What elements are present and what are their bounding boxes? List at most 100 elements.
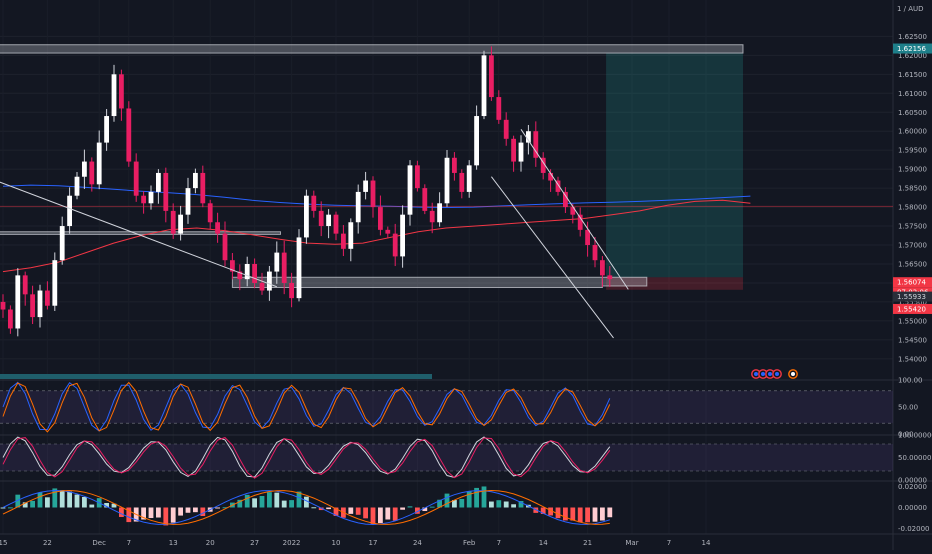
macd-histogram-bar xyxy=(474,487,479,508)
support-resistance-zones[interactable] xyxy=(0,44,744,289)
macd-histogram-bar xyxy=(563,507,568,521)
trendline[interactable] xyxy=(0,181,277,288)
zone-box[interactable] xyxy=(0,231,281,235)
macd-histogram-bar xyxy=(304,496,309,508)
macd-histogram-bar xyxy=(600,507,605,521)
macd-histogram-bar xyxy=(452,500,457,508)
candle-body xyxy=(193,172,198,189)
candle-body xyxy=(52,260,58,306)
position-stop-area[interactable] xyxy=(606,277,743,290)
candle-body xyxy=(555,180,561,192)
candle-body xyxy=(496,97,502,120)
trendline[interactable] xyxy=(520,129,629,290)
moving-average-red xyxy=(2,199,751,273)
time-tick-label: 7 xyxy=(497,539,501,547)
macd-histogram-bar xyxy=(555,507,561,519)
zone-box[interactable] xyxy=(0,44,744,54)
candle-body xyxy=(548,172,553,181)
economic-event-dot xyxy=(754,372,758,376)
indicator-tick-label: 0.00 xyxy=(898,431,914,439)
candle-body xyxy=(30,294,35,318)
candle-body xyxy=(82,161,87,177)
price-tick-label: 1.60000 xyxy=(898,128,927,136)
macd-histogram-bar xyxy=(74,494,80,508)
candle-body xyxy=(22,275,28,295)
trendline[interactable] xyxy=(491,176,614,339)
macd-histogram-bar xyxy=(0,507,6,509)
macd-signal-line xyxy=(2,489,610,525)
position-target-area[interactable] xyxy=(606,53,743,278)
price-tick-label: 1.55000 xyxy=(898,317,927,325)
candle-body xyxy=(459,172,465,192)
long-position-tool[interactable] xyxy=(606,53,743,290)
candles xyxy=(0,46,613,337)
time-tick-label: 22 xyxy=(43,539,52,547)
trendlines[interactable] xyxy=(0,129,629,339)
macd-histogram-bar xyxy=(585,507,590,523)
price-tick-label: 1.54500 xyxy=(898,336,927,344)
macd-histogram-bar xyxy=(244,494,250,508)
macd-histogram-bar xyxy=(400,507,405,510)
candle-body xyxy=(96,142,102,185)
price-axis[interactable]: 1 / AUD 1.62500 1.62000 1.61500 1.61000 1.60… xyxy=(897,5,932,533)
candle-body xyxy=(370,180,376,208)
candle-body xyxy=(244,263,250,280)
oscillator-band xyxy=(0,444,893,471)
economic-event-dot xyxy=(775,372,779,376)
candle-body xyxy=(156,172,161,192)
macd-histogram-bar xyxy=(30,500,35,508)
macd-histogram-bar xyxy=(415,507,420,514)
macd-histogram-bar xyxy=(163,507,169,526)
macd-histogram-bar xyxy=(422,507,428,512)
candle-body xyxy=(133,161,139,196)
macd-histogram-bar xyxy=(326,507,331,510)
time-tick-label: 13 xyxy=(169,539,178,547)
macd-histogram-bar xyxy=(363,507,368,519)
time-tick-label: 21 xyxy=(583,539,592,547)
macd-histogram-bar xyxy=(496,500,502,508)
candle-body xyxy=(444,157,450,204)
macd-histogram-bar xyxy=(156,507,161,518)
macd-histogram-bar xyxy=(570,507,576,521)
candle-body xyxy=(252,263,257,283)
macd-histogram-bar xyxy=(15,494,21,508)
candle-body xyxy=(126,108,132,162)
candle-body xyxy=(474,116,479,166)
price-tick-label: 1.61000 xyxy=(898,90,927,98)
badge-current-price-bg xyxy=(893,277,932,288)
candle-body xyxy=(341,233,346,249)
macd-histogram-bar xyxy=(8,507,13,509)
macd-histogram-bar xyxy=(481,486,487,508)
time-axis[interactable]: 15 22 Dec 7 13 20 27 2022 10 17 24 Feb 7 14 21 Mar 7 14 xyxy=(0,533,932,547)
zone-box[interactable] xyxy=(231,276,603,289)
macd-histogram-bar xyxy=(429,506,435,508)
candle-body xyxy=(222,233,228,261)
candle-body xyxy=(570,207,576,215)
candle-body xyxy=(281,252,287,283)
time-tick-label: 20 xyxy=(206,539,215,547)
price-tick-label: 1.62500 xyxy=(898,33,927,41)
candle-body xyxy=(89,161,95,185)
macd-histogram-bar xyxy=(193,507,198,513)
badge-top-level-bg xyxy=(893,43,932,54)
candle-body xyxy=(452,157,457,173)
event-markers[interactable] xyxy=(0,369,798,379)
candle-body xyxy=(311,195,317,211)
time-tick-label: Mar xyxy=(625,539,638,547)
candle-body xyxy=(577,214,583,230)
price-tick-label: 1.57500 xyxy=(898,223,927,231)
indicator-tick-label: 0.00000 xyxy=(898,504,927,512)
macd-histogram-bar xyxy=(82,496,87,508)
candle-body xyxy=(170,210,176,234)
badge-level-low-bg xyxy=(893,303,932,314)
candle-body xyxy=(148,191,154,204)
indicator-tick-label: 50.00 xyxy=(898,404,918,412)
macd-histogram-bar xyxy=(281,500,287,508)
macd-histogram-bar xyxy=(348,507,354,514)
indicator-tick-label: 50.00000 xyxy=(898,454,931,462)
time-tick-label: Dec xyxy=(92,539,106,547)
